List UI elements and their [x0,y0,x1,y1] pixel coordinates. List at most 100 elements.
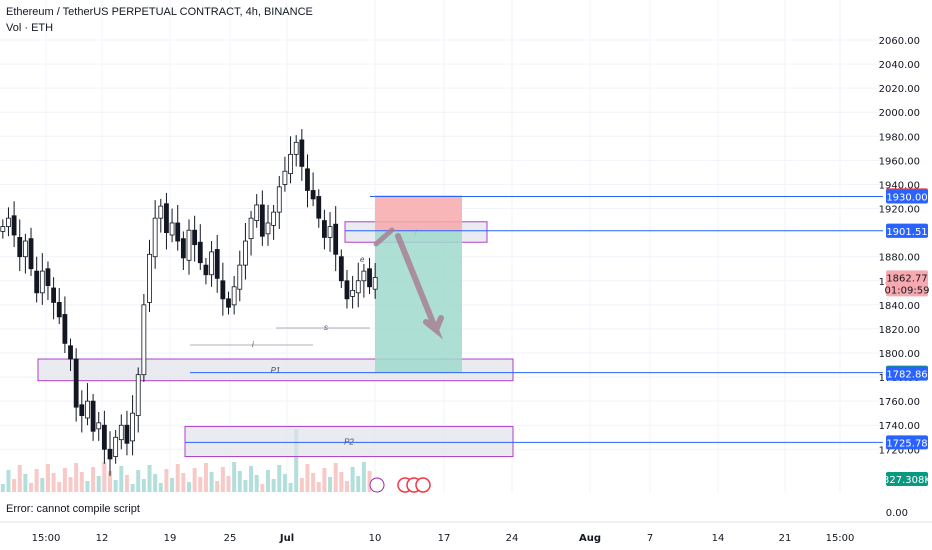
volume-bar [316,482,321,492]
volume-bar [288,483,293,492]
volume-bar [254,475,259,492]
price-tick-label: 1960.00 [879,156,920,167]
price-badge [886,435,928,450]
volume-bar [62,468,67,492]
volume-bar [350,467,355,492]
zone-P2 [184,425,514,458]
lightning-icon [369,477,385,493]
candle-down [299,139,305,167]
candle-up [141,304,147,376]
price-tick-label: 2060.00 [879,36,920,47]
candle-up [372,277,378,290]
price-tick-label: 1760.00 [879,397,920,408]
candle-down [310,190,316,200]
candle-up [6,217,11,227]
volume-bar [271,479,276,492]
candle-down [56,302,62,318]
us-flag-icon [415,477,431,493]
volume-bar [220,467,225,492]
candle-up [147,253,152,303]
volume-bar [333,463,338,492]
price-tick-label: 1840.00 [879,301,920,312]
price-badge [886,189,928,204]
candle-down [28,238,34,270]
candle-down [62,314,68,344]
volume-indicator-label[interactable]: Vol · ETH [6,22,54,34]
price-tick-label: 1980.00 [879,132,920,143]
candle-down [203,264,209,276]
price-badge [886,223,928,238]
time-tick-label: Aug [579,533,601,544]
volume-badge-label: 327.308K [883,475,931,486]
price-tick-label: 1880.00 [879,253,920,264]
candle-down [107,448,113,460]
annotation-i: i [252,340,254,349]
volume-bar [192,468,197,492]
candle-down [90,400,96,432]
volume-bar [85,481,90,492]
candle-up [327,226,333,238]
candle-down [192,229,198,246]
volume-bar [232,462,237,492]
volume-bar [34,469,39,492]
candle-down [73,358,79,408]
time-tick-label: 19 [164,533,177,544]
candle-down [79,404,85,416]
volume-bar [282,474,287,492]
time-axis: 15:00 12 19 25 Jul 10 17 24 Aug 7 14 21 15:00 [0,521,932,544]
volume-bar [113,480,118,492]
volume-bar [158,483,163,492]
down-arrow [395,233,444,340]
candle-up [276,186,282,213]
volume-bar [344,481,349,492]
time-tick-label: 15:00 [32,533,61,544]
volume-axis-label: 0.00 [886,508,908,519]
volume-bar [328,477,333,492]
candle-up [186,229,192,261]
drawings: e s i [185,196,883,493]
price-tick-label: 1800.00 [879,349,920,360]
candle-up [254,204,260,221]
price-tick-label: 2000.00 [879,108,920,119]
volume-bar [6,470,11,492]
price-tick-label: 1920.00 [879,205,920,216]
candle-up [158,205,164,219]
candle-down [197,241,203,264]
candle-down [164,203,169,234]
candle-down [11,215,17,236]
volume-bar [260,484,265,492]
volume-bar [367,471,372,492]
candle-down [259,204,265,237]
candle-down [17,237,23,258]
price-tick-label: 2020.00 [879,84,920,95]
symbol-title[interactable]: Ethereum / TetherUS PERPETUAL CONTRACT, … [6,6,313,18]
volume-bar [198,477,203,492]
volume-bar [294,429,299,492]
volume-bar [108,471,113,492]
zone-label-P1: P1 [271,366,281,375]
candle-down [333,223,339,255]
candle-down [180,238,186,259]
volume-bar [68,477,73,492]
volume-bar [17,465,22,492]
candle-down [51,287,56,303]
price-badge-label: 1725.78 [886,438,927,449]
price-tick-label: 1720.00 [879,445,920,456]
candle-up [355,280,361,294]
candle-down [68,345,73,360]
volume-bars [0,429,378,492]
candle-up [361,270,367,282]
arrow-tail [373,227,395,247]
volume-bar [226,476,231,492]
candle-up [231,286,237,306]
script-error-message: Error: cannot compile script [6,503,140,515]
price-badge-label: 1930.00 [886,193,927,204]
volume-bar [265,470,270,492]
volume-bar [175,464,180,492]
candle-up [209,251,214,276]
volume-bar [74,463,79,492]
price-badges: 1930.911930.001901.521901.511862.7701:09… [883,188,931,486]
time-tick-label: 14 [712,533,725,544]
candle-up [248,217,254,240]
